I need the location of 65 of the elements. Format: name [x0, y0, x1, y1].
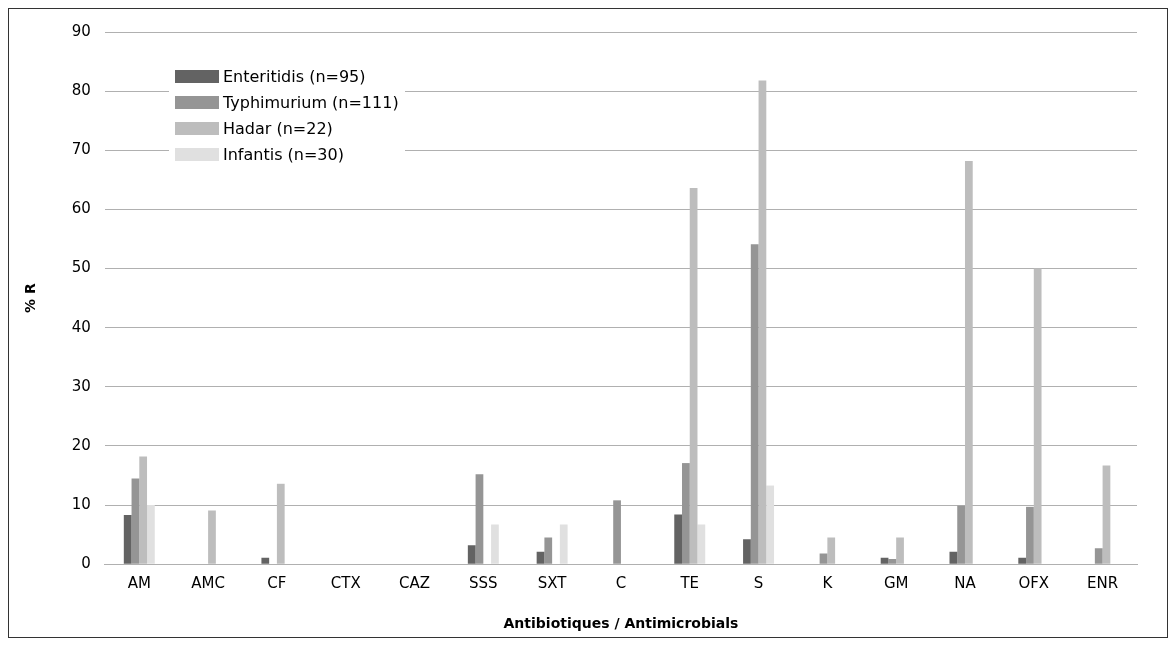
legend-label: Enteritidis (n=95): [223, 66, 366, 86]
bar: [467, 545, 476, 564]
bar: [1033, 268, 1042, 564]
bar: [276, 483, 285, 564]
x-tick-label: GM: [883, 574, 909, 593]
bar: [957, 505, 965, 564]
y-tick-label: 40: [71, 317, 91, 336]
bar: [131, 478, 140, 564]
bar: [896, 537, 904, 564]
bar: [888, 558, 897, 564]
y-tick-label: 20: [71, 435, 91, 454]
bar: [123, 515, 132, 564]
bar: [674, 514, 683, 564]
bar: [261, 557, 270, 564]
bar: [475, 474, 484, 564]
x-tick-label: SXT: [537, 574, 568, 593]
bar: [880, 557, 889, 564]
y-tick-label: 50: [71, 258, 91, 277]
y-axis-title: % R: [22, 283, 39, 313]
bar: [208, 510, 216, 564]
y-tick-label: 70: [71, 140, 91, 159]
x-tick-label: AMC: [191, 574, 225, 593]
legend-label: Typhimurium (n=111): [223, 92, 399, 112]
bar: [949, 551, 958, 564]
x-tick-label: K: [822, 574, 834, 593]
y-tick-label: 80: [71, 81, 91, 100]
x-tick-label: OFX: [1018, 574, 1050, 593]
y-tick-label: 60: [71, 199, 91, 218]
y-tick-label: 90: [71, 21, 91, 40]
x-tick-label: C: [615, 574, 627, 593]
bar: [491, 524, 499, 564]
bar: [1094, 548, 1103, 564]
bar: [750, 244, 759, 564]
x-tick-label: S: [753, 574, 764, 593]
x-tick-label: SSS: [469, 574, 498, 593]
bar: [682, 463, 690, 564]
bar: [766, 485, 775, 564]
bar: [139, 456, 148, 564]
bar: [544, 537, 553, 564]
bar: [147, 505, 155, 564]
x-axis-title: Antibiotiques / Antimicrobials: [503, 615, 739, 632]
bar: [613, 500, 621, 564]
bar: [536, 551, 545, 564]
y-tick-label: 0: [81, 554, 91, 573]
legend-label: Infantis (n=30): [223, 144, 344, 164]
bar: [1102, 465, 1111, 564]
bar: [1018, 557, 1027, 564]
bar: [743, 539, 751, 564]
bar: [758, 80, 767, 564]
bar: [697, 524, 706, 564]
bar: [689, 188, 698, 564]
bar: [1026, 506, 1034, 564]
x-tick-label: AM: [127, 574, 151, 593]
legend-label: Hadar (n=22): [223, 118, 333, 138]
y-tick-label: 30: [71, 376, 91, 395]
bar: [964, 160, 973, 564]
x-tick-label: TE: [679, 574, 700, 593]
x-tick-label: CF: [267, 574, 287, 593]
bar: [559, 524, 568, 564]
x-tick-label: ENR: [1087, 574, 1119, 593]
y-tick-label: 10: [71, 494, 91, 513]
x-tick-label: CAZ: [399, 574, 431, 593]
bar: [827, 537, 836, 564]
x-tick-label: NA: [954, 574, 977, 593]
x-tick-label: CTX: [330, 574, 361, 593]
